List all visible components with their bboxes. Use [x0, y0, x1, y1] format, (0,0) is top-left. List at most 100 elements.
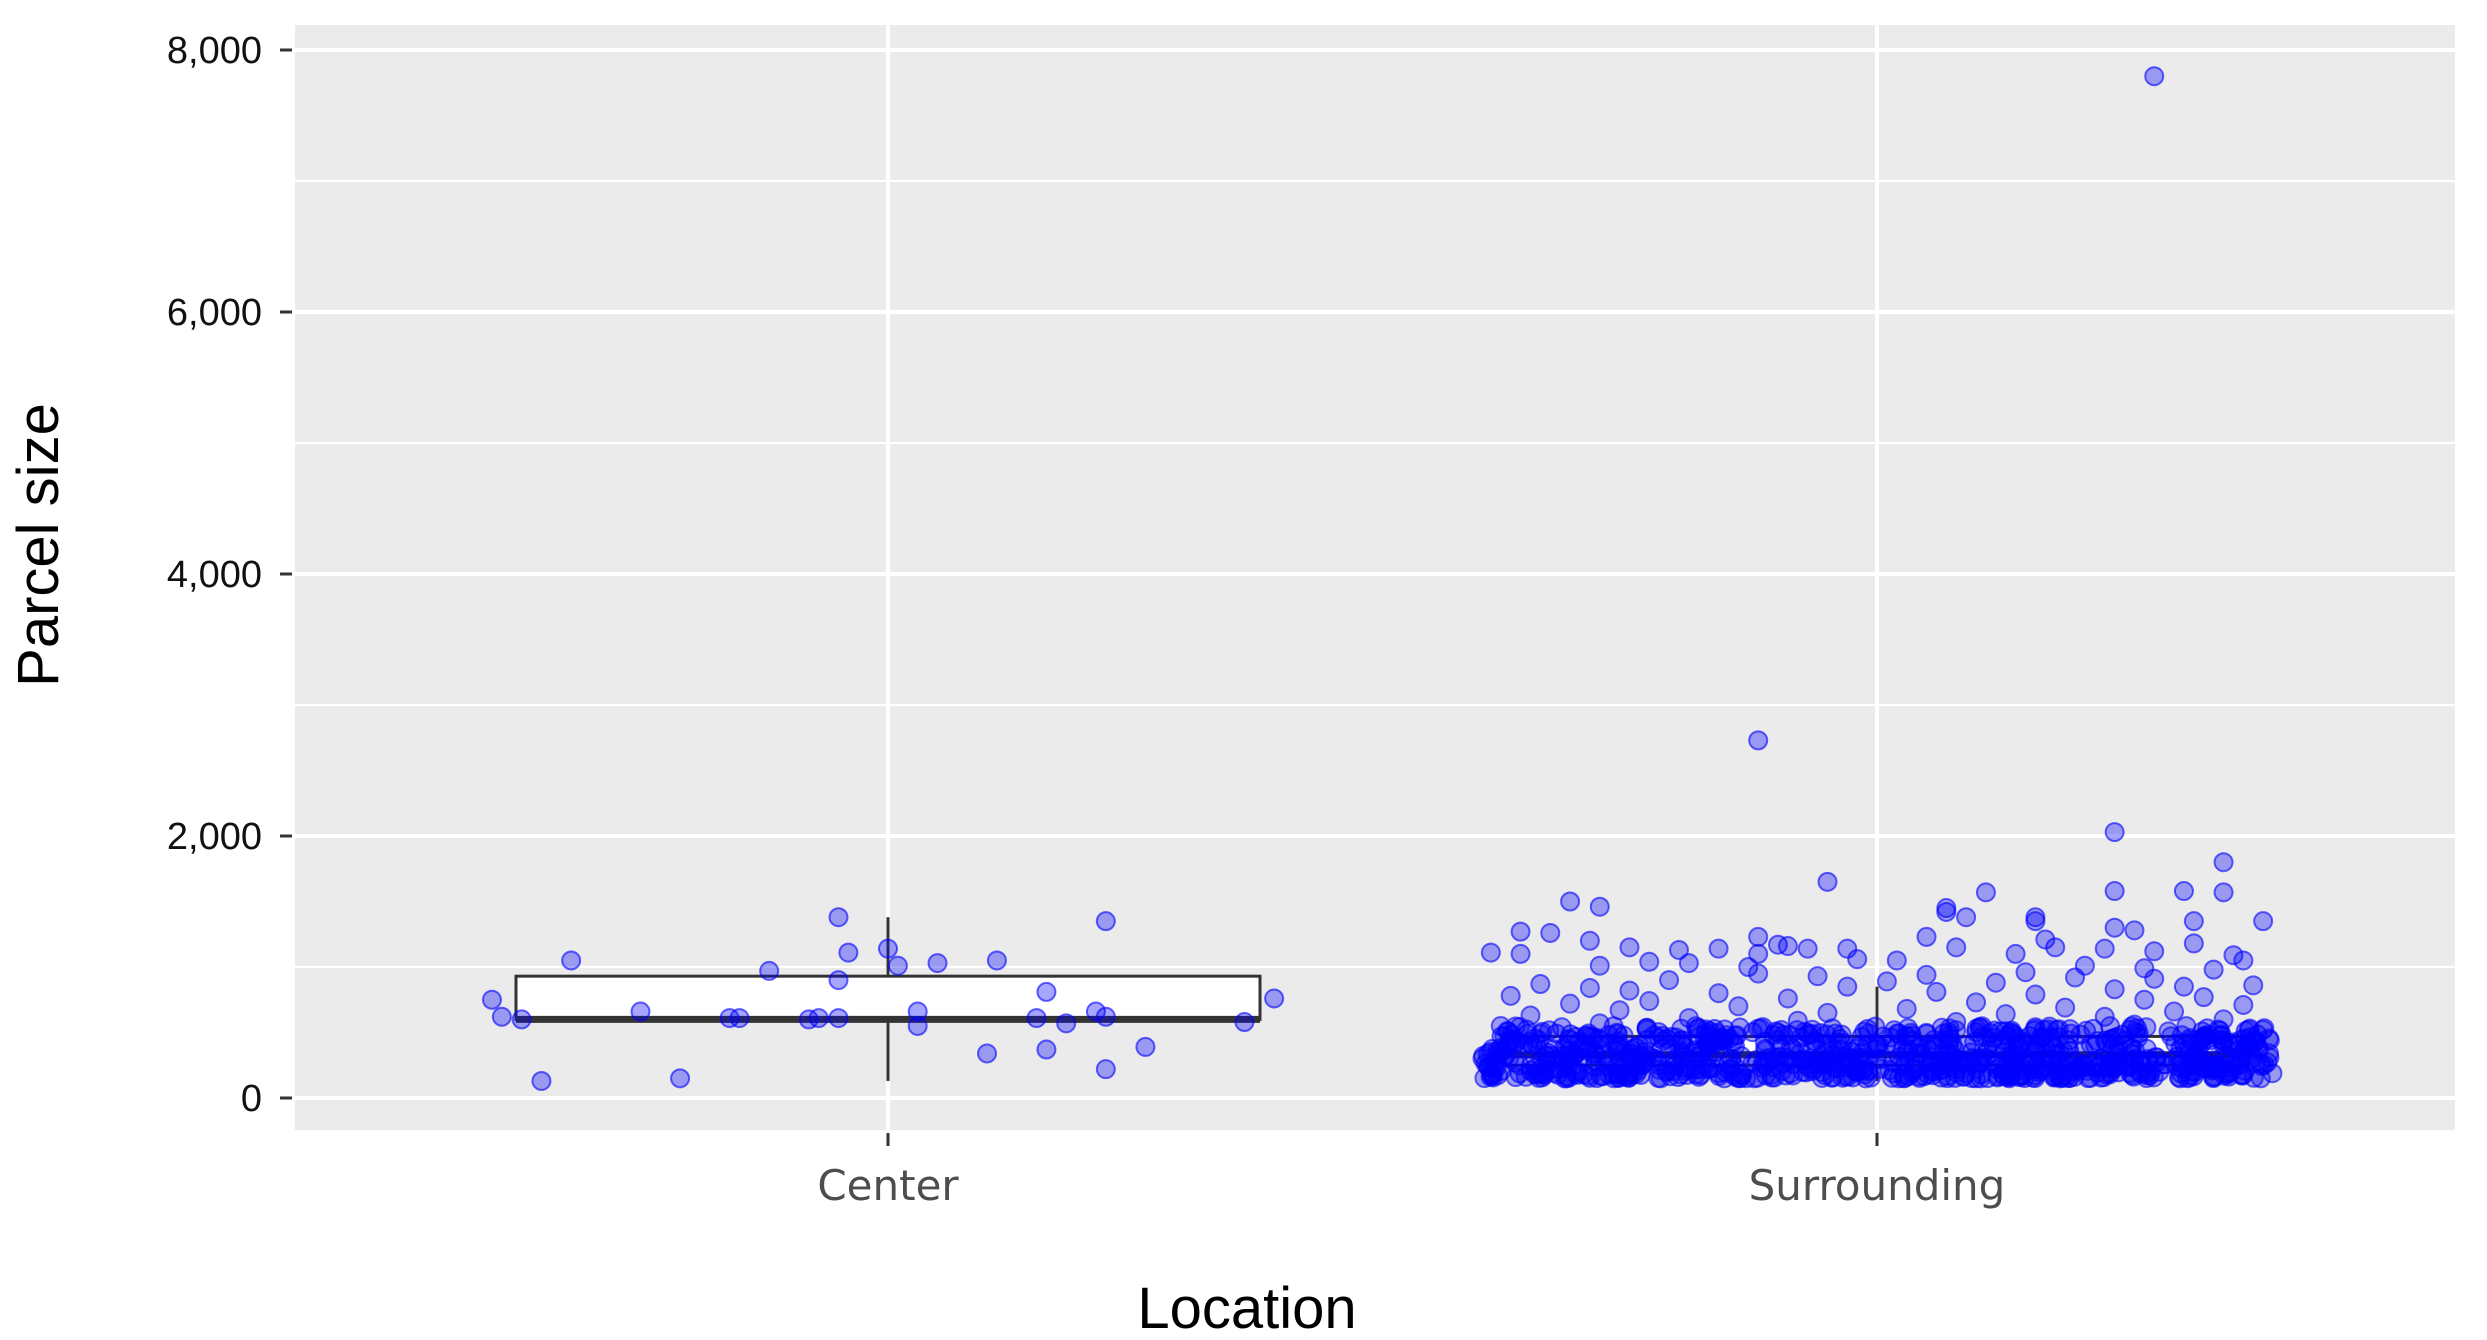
data-point — [828, 1008, 849, 1029]
data-point — [887, 955, 908, 976]
data-point — [1985, 972, 2006, 993]
data-point — [1748, 1018, 1769, 1039]
data-point — [1748, 730, 1769, 751]
data-point — [1937, 1068, 1958, 1089]
data-point — [2232, 1065, 2253, 1086]
data-point — [1956, 1063, 1977, 1084]
data-point — [2124, 920, 2145, 941]
data-point — [2060, 1061, 2081, 1082]
data-point — [1890, 1055, 1911, 1076]
data-point — [1560, 891, 1581, 912]
data-point — [1886, 950, 1907, 971]
data-point — [2223, 945, 2244, 966]
data-point — [630, 1001, 651, 1022]
data-point — [1984, 1020, 2005, 1041]
data-point — [1975, 882, 1996, 903]
data-point — [481, 989, 502, 1010]
data-point — [1690, 1064, 1711, 1085]
data-point — [1966, 992, 1987, 1013]
data-point — [2143, 1067, 2164, 1088]
data-point — [2134, 989, 2155, 1010]
data-point — [1858, 1023, 1879, 1044]
data-point — [2065, 967, 2086, 988]
data-point — [1938, 1034, 1959, 1055]
data-point — [1969, 1048, 1990, 1069]
y-tick-label: 0 — [241, 1078, 262, 1120]
data-point — [1659, 1038, 1680, 1059]
data-point — [2015, 962, 2036, 983]
data-point — [1708, 938, 1729, 959]
data-point — [2104, 881, 2125, 902]
data-point — [1036, 1039, 1057, 1060]
data-point — [828, 907, 849, 928]
data-point — [1987, 1067, 2008, 1088]
data-point — [1264, 988, 1285, 1009]
data-point — [1557, 1046, 1578, 1067]
data-point — [1036, 981, 1057, 1002]
data-point — [2050, 1043, 2071, 1064]
data-point — [1608, 1041, 1629, 1062]
data-point — [1576, 1025, 1597, 1046]
data-point — [2250, 1068, 2271, 1089]
data-point — [1135, 1036, 1156, 1057]
data-point — [2100, 1029, 2121, 1050]
data-point — [2006, 1029, 2027, 1050]
data-point — [907, 1001, 928, 1022]
data-point — [1639, 951, 1660, 972]
data-point — [1691, 1043, 1712, 1064]
data-point — [1627, 1037, 1648, 1058]
box-iqr — [514, 974, 1262, 1021]
data-point — [1910, 1044, 1931, 1065]
data-point — [1560, 1024, 1581, 1045]
data-point — [1678, 953, 1699, 974]
data-point — [1854, 1064, 1875, 1085]
data-point — [2025, 911, 2046, 932]
data-point — [2164, 1001, 2185, 1022]
data-point — [1777, 936, 1798, 957]
data-point — [2173, 881, 2194, 902]
data-point — [2026, 1034, 2047, 1055]
data-point — [1847, 1057, 1868, 1078]
data-point — [2154, 1054, 2175, 1075]
data-point — [1500, 985, 1521, 1006]
data-point — [1896, 998, 1917, 1019]
data-point — [1761, 1067, 1782, 1088]
data-point — [1589, 1013, 1610, 1034]
data-point — [2253, 911, 2274, 932]
x-axis-title: Location — [1137, 1276, 1356, 1340]
data-point — [828, 970, 849, 991]
data-point — [1540, 922, 1561, 943]
data-point — [1738, 957, 1759, 977]
data-point — [1593, 1052, 1614, 1073]
data-point — [1710, 1030, 1731, 1051]
data-point — [2253, 1019, 2274, 1040]
data-point — [1560, 993, 1581, 1014]
data-point — [1995, 1004, 2016, 1025]
data-point — [531, 1070, 552, 1091]
data-point — [2094, 1006, 2115, 1027]
data-point — [2173, 976, 2194, 997]
data-point — [2046, 1020, 2067, 1041]
y-tick-label: 6,000 — [167, 292, 262, 334]
data-point — [2212, 1030, 2233, 1051]
data-point — [2171, 1025, 2192, 1046]
data-point — [1715, 1062, 1736, 1083]
data-point — [2144, 66, 2165, 87]
data-point — [2094, 938, 2115, 959]
data-point — [1708, 983, 1729, 1004]
data-point — [2203, 959, 2224, 980]
data-point — [1771, 1020, 1792, 1041]
data-point — [561, 950, 582, 971]
data-point — [2099, 1064, 2120, 1085]
data-point — [2104, 979, 2125, 1000]
data-point — [1590, 1034, 1611, 1055]
data-point — [1807, 966, 1828, 987]
data-point — [1537, 1046, 1558, 1067]
data-point — [1510, 943, 1531, 964]
data-point — [670, 1068, 691, 1089]
data-point — [2185, 1049, 2206, 1070]
data-point — [1579, 977, 1600, 998]
data-point — [1520, 1005, 1541, 1026]
data-point — [1486, 1057, 1507, 1078]
data-point — [1678, 1008, 1699, 1029]
